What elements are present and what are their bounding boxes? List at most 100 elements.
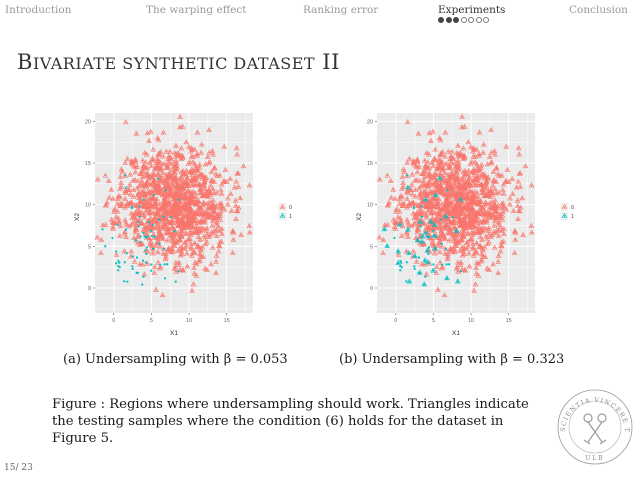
- data-point-triangle: [141, 214, 148, 220]
- data-point: [455, 245, 458, 248]
- data-point-triangle: [118, 183, 125, 189]
- data-point: [190, 173, 193, 176]
- data-point: [459, 183, 462, 186]
- data-point-triangle: [414, 218, 421, 224]
- data-point-triangle: [111, 208, 117, 214]
- data-point-triangle: [129, 158, 135, 164]
- data-point: [202, 210, 205, 213]
- data-point: [157, 187, 160, 190]
- data-point: [128, 184, 131, 186]
- data-point: [171, 222, 174, 225]
- data-point-triangle: [183, 208, 189, 214]
- data-point: [474, 226, 476, 229]
- data-point-triangle: [191, 264, 197, 270]
- nav-warping-effect[interactable]: The warping effect: [146, 4, 247, 16]
- data-point: [483, 221, 486, 223]
- data-point: [433, 173, 435, 176]
- data-point-triangle: [434, 185, 441, 191]
- data-point: [124, 191, 127, 194]
- data-point: [502, 241, 505, 243]
- data-point-triangle: [455, 165, 462, 171]
- data-point-triangle: [476, 151, 482, 157]
- data-point-triangle: [517, 183, 524, 189]
- progress-dot[interactable]: [483, 17, 489, 23]
- data-point: [162, 180, 165, 183]
- data-point: [190, 248, 193, 251]
- data-point: [174, 233, 177, 236]
- data-point: [483, 246, 486, 249]
- data-point: [189, 192, 191, 195]
- data-point-triangle: [465, 223, 471, 229]
- data-point-triangle: [471, 215, 478, 221]
- data-point-triangle: [151, 234, 158, 240]
- data-point-triangle: [405, 220, 411, 226]
- data-point-triangle: [458, 235, 465, 241]
- data-point-triangle: [442, 250, 449, 256]
- data-point: [121, 203, 124, 206]
- data-point: [155, 289, 157, 291]
- data-point: [149, 130, 152, 133]
- data-point-triangle: [179, 227, 186, 233]
- data-point: [132, 165, 135, 168]
- progress-dot[interactable]: [475, 17, 482, 23]
- data-point: [455, 206, 458, 209]
- data-point: [195, 213, 198, 216]
- data-point: [383, 224, 386, 227]
- data-point: [100, 252, 102, 255]
- data-point-triangle: [102, 172, 109, 178]
- data-point: [198, 173, 201, 176]
- data-point: [162, 215, 165, 218]
- progress-dot[interactable]: [453, 17, 459, 23]
- data-point: [411, 202, 413, 205]
- data-point-triangle: [217, 216, 224, 222]
- data-point-triangle: [160, 129, 167, 135]
- x-tick-label: 0: [112, 318, 115, 324]
- data-point: [460, 238, 463, 241]
- data-point: [163, 277, 167, 280]
- data-point: [163, 263, 166, 266]
- data-point-triangle: [196, 204, 203, 210]
- data-point-triangle: [151, 177, 158, 183]
- data-point-triangle: [150, 146, 157, 152]
- data-point-triangle: [453, 227, 460, 233]
- data-point-triangle: [456, 179, 462, 185]
- data-point: [133, 216, 136, 219]
- data-point: [147, 206, 150, 209]
- data-point: [150, 269, 153, 272]
- progress-dot[interactable]: [460, 17, 467, 23]
- data-point: [220, 241, 223, 243]
- data-point: [139, 235, 142, 238]
- data-point-triangle: [114, 200, 121, 206]
- data-point: [490, 236, 492, 239]
- data-point: [480, 166, 483, 169]
- data-point: [152, 194, 155, 197]
- data-point-triangle: [165, 219, 172, 225]
- progress-dot[interactable]: [445, 17, 452, 23]
- data-point: [417, 256, 421, 259]
- data-point-triangle: [184, 180, 191, 186]
- progress-dot[interactable]: [468, 17, 474, 23]
- progress-dot[interactable]: [438, 17, 444, 23]
- data-point: [524, 165, 527, 168]
- data-point-triangle: [479, 236, 485, 242]
- data-point-triangle: [461, 182, 468, 188]
- data-point: [433, 226, 435, 229]
- data-point-triangle: [499, 216, 506, 222]
- data-point: [482, 143, 485, 146]
- data-point-triangle: [478, 164, 485, 170]
- data-point-triangle: [129, 215, 135, 221]
- data-point-triangle: [173, 259, 179, 265]
- nav-ranking-error[interactable]: Ranking error: [303, 4, 379, 16]
- nav-introduction[interactable]: Introduction: [5, 4, 72, 16]
- data-point: [429, 220, 433, 223]
- nav-experiments[interactable]: Experiments: [438, 4, 506, 16]
- data-point: [198, 166, 201, 169]
- data-point: [134, 171, 137, 174]
- data-point: [200, 151, 203, 154]
- data-point: [457, 167, 460, 170]
- data-point-triangle: [413, 258, 420, 264]
- nav-conclusion[interactable]: Conclusion: [569, 4, 628, 16]
- data-point-triangle: [512, 236, 519, 242]
- data-point-triangle: [472, 188, 478, 194]
- data-point: [167, 250, 170, 253]
